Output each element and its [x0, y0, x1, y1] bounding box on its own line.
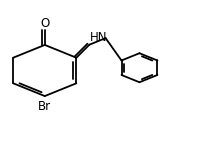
Text: O: O	[40, 17, 49, 30]
Text: Br: Br	[38, 100, 51, 113]
Text: HN: HN	[90, 31, 108, 44]
